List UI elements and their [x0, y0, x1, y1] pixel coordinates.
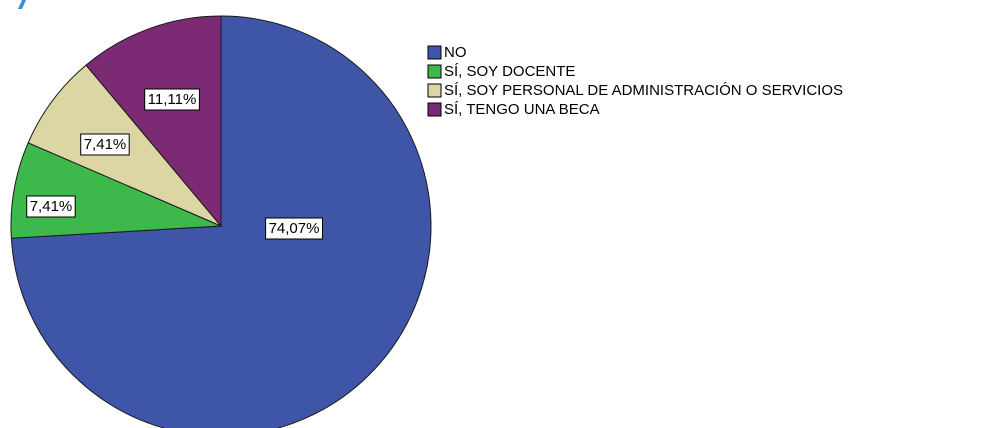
- data-label-box: [80, 133, 130, 156]
- legend-item-3: SÍ, SOY PERSONAL DE ADMINISTRACIÓN O SER…: [427, 82, 843, 99]
- data-label-1: 74,07%: [265, 217, 324, 240]
- data-label-text: 11,11%: [148, 91, 197, 108]
- pie-data-labels: 74,07% 7,41% 7,41% 11,11%: [26, 88, 324, 240]
- legend: NO SÍ, SOY DOCENTE SÍ, SOY PERSONAL DE ADM…: [427, 44, 843, 118]
- cut-off-title-fragment: [18, 0, 26, 9]
- legend-swatch: [427, 83, 442, 98]
- data-label-text: 7,41%: [84, 136, 127, 153]
- legend-label: SÍ, SOY DOCENTE: [444, 63, 575, 80]
- legend-label: NO: [444, 44, 467, 61]
- pie-slices: [10, 15, 432, 428]
- legend-label: SÍ, SOY PERSONAL DE ADMINISTRACIÓN O SER…: [444, 82, 843, 99]
- legend-item-4: SÍ, TENGO UNA BECA: [427, 101, 600, 118]
- data-label-box: [26, 195, 76, 218]
- legend-swatch: [427, 45, 442, 60]
- data-label-box: [144, 88, 200, 111]
- data-label-3: 7,41%: [80, 133, 130, 156]
- legend-item-2: SÍ, SOY DOCENTE: [427, 63, 575, 80]
- data-label-4: 11,11%: [144, 88, 200, 111]
- data-label-box: [265, 217, 324, 240]
- data-label-text: 7,41%: [30, 198, 73, 215]
- pie-slice-4: [85, 15, 222, 228]
- data-label-2: 7,41%: [26, 195, 76, 218]
- legend-swatch: [427, 102, 442, 117]
- legend-swatch: [427, 64, 442, 79]
- legend-label: SÍ, TENGO UNA BECA: [444, 101, 600, 118]
- legend-item-1: NO: [427, 44, 467, 61]
- data-label-text: 74,07%: [269, 220, 320, 237]
